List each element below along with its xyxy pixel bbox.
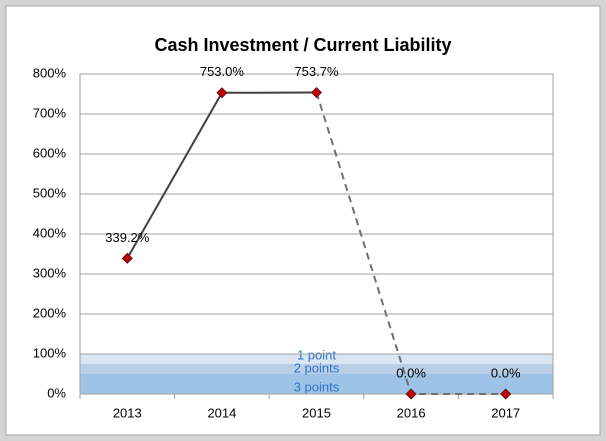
marker	[121, 252, 133, 264]
x-tick-label: 2017	[491, 405, 520, 420]
value-label: 753.0%	[200, 64, 245, 79]
marker	[500, 388, 512, 400]
band-label: 1 point	[297, 347, 336, 362]
band-label: 2 points	[294, 360, 340, 375]
marker	[310, 86, 323, 99]
x-tick-label: 2014	[207, 405, 236, 420]
y-tick-label: 800%	[33, 65, 67, 80]
value-label: 0.0%	[396, 365, 426, 380]
score-band	[80, 364, 553, 374]
y-tick-label: 400%	[33, 225, 67, 240]
chart-title: Cash Investment / Current Liability	[154, 35, 451, 55]
y-tick-label: 600%	[33, 145, 67, 160]
score-band	[80, 354, 553, 364]
y-tick-label: 700%	[33, 105, 67, 120]
x-tick-label: 2016	[397, 405, 426, 420]
x-tick-label: 2015	[302, 405, 331, 420]
band-label: 3 points	[294, 379, 340, 394]
y-tick-label: 500%	[33, 185, 67, 200]
y-tick-label: 200%	[33, 305, 67, 320]
y-tick-label: 0%	[47, 385, 66, 400]
y-tick-label: 100%	[33, 345, 67, 360]
plot-border	[79, 73, 554, 395]
marker	[216, 87, 228, 99]
value-label: 339.2%	[105, 230, 150, 245]
x-tick-label: 2013	[113, 405, 142, 420]
marker	[405, 388, 417, 400]
value-label: 753.7%	[294, 64, 339, 79]
y-tick-label: 300%	[33, 265, 67, 280]
score-band	[80, 374, 553, 394]
value-label: 0.0%	[491, 365, 521, 380]
